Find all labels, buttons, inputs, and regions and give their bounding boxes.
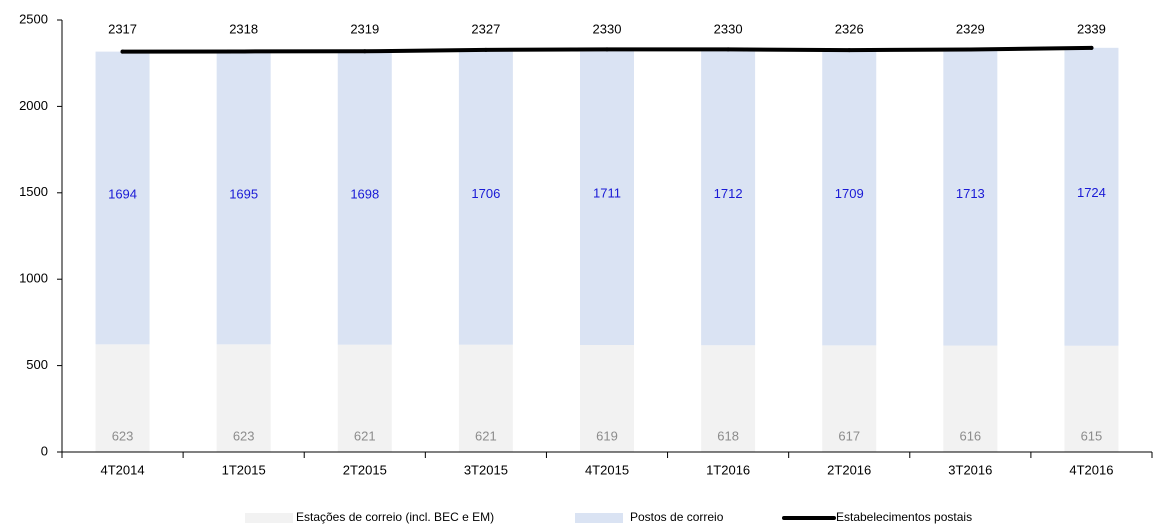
data-label-postos: 1712 [714,186,743,201]
y-tick-label: 1000 [19,271,48,286]
data-label-postos: 1709 [835,186,864,201]
data-label-total: 2327 [471,21,500,36]
bar-segment-postos [580,49,634,346]
x-tick-label: 4T2015 [585,462,629,477]
y-tick-label: 1500 [19,184,48,199]
bar-segment-postos [943,49,998,346]
data-label-postos: 1713 [956,186,985,201]
legend-swatch [245,513,293,523]
data-label-estacoes: 623 [112,428,134,443]
bar-segment-postos [95,51,150,345]
data-label-postos: 1695 [229,186,258,201]
data-label-estacoes: 621 [475,428,497,443]
bars-layer [95,47,1119,452]
line-point [362,49,367,54]
legend-label: Estabelecimentos postais [836,510,972,524]
y-tick-label: 0 [41,443,48,458]
line-point [120,49,125,54]
legend-item-estabelecimentos: Estabelecimentos postais [782,510,972,524]
x-tick-label: 4T2016 [1069,462,1113,477]
data-label-estacoes: 618 [717,428,739,443]
bar-segment-estacoes [1064,345,1119,452]
bar-segment-postos [337,51,392,345]
data-label-postos: 1694 [108,186,137,201]
line-point [847,48,852,53]
line-point [726,47,731,52]
data-label-total: 2329 [956,21,985,36]
line-point [968,47,973,52]
data-label-estacoes: 617 [838,429,860,444]
data-label-postos: 1724 [1077,185,1106,200]
x-tick-label: 3T2016 [948,462,992,477]
axes-layer: 0 500 1000 1500 2000 2500 4T2014 1T2015 2T2015 3T… [19,11,1153,477]
x-tick-label: 2T2015 [343,462,387,477]
bar-segment-estacoes [580,345,634,452]
data-label-postos: 1706 [471,186,500,201]
y-tick-label: 2500 [19,11,48,26]
legend-label: Postos de correio [630,510,724,524]
legend: Estações de correio (incl. BEC e EM) Post… [245,510,972,524]
bar-segment-estacoes [822,345,877,452]
labels-layer: 623 1694 623 1695 621 1698 621 1706 619 1711 618 17… [108,21,1106,443]
x-tick-label: 4T2014 [101,462,145,477]
x-tick-label: 1T2016 [706,462,750,477]
data-label-estacoes: 623 [233,428,255,443]
data-label-postos: 1711 [593,186,621,201]
line-point [605,47,609,52]
data-label-estacoes: 615 [1081,429,1103,444]
y-tick-label: 500 [26,357,48,372]
bar-segment-postos [458,49,513,345]
y-tick-label: 2000 [19,98,48,113]
x-tick-label: 3T2015 [464,462,508,477]
line-point [483,47,488,52]
data-label-total: 2326 [835,21,864,36]
bar-segment-estacoes [337,344,392,452]
data-label-total: 2339 [1077,21,1106,36]
data-label-estacoes: 621 [354,428,376,443]
x-tick-label: 1T2015 [222,462,266,477]
bar-segment-estacoes [95,344,150,452]
legend-item-postos: Postos de correio [575,510,724,524]
bar-segment-estacoes [943,345,998,452]
data-label-estacoes: 616 [959,429,981,444]
data-label-postos: 1698 [350,186,379,201]
data-label-total: 2330 [714,21,743,36]
bar-segment-estacoes [216,344,271,452]
data-label-total: 2318 [229,21,258,36]
line-point [241,49,246,54]
data-label-total: 2319 [350,21,379,36]
line-layer [120,45,1094,54]
bar-segment-postos [1064,47,1119,346]
bar-segment-estacoes [701,345,756,452]
bar-segment-postos [701,49,756,346]
legend-swatch [575,513,623,523]
data-label-estacoes: 619 [596,428,618,443]
bar-segment-estacoes [458,344,513,452]
bar-segment-postos [822,50,877,346]
bar-segment-postos [216,51,271,345]
x-tick-label: 2T2016 [827,462,871,477]
data-label-total: 2317 [108,21,137,36]
legend-label: Estações de correio (incl. BEC e EM) [296,510,494,524]
line-point [1089,45,1094,50]
legend-item-estacoes: Estações de correio (incl. BEC e EM) [245,510,494,524]
data-label-total: 2330 [593,21,622,36]
